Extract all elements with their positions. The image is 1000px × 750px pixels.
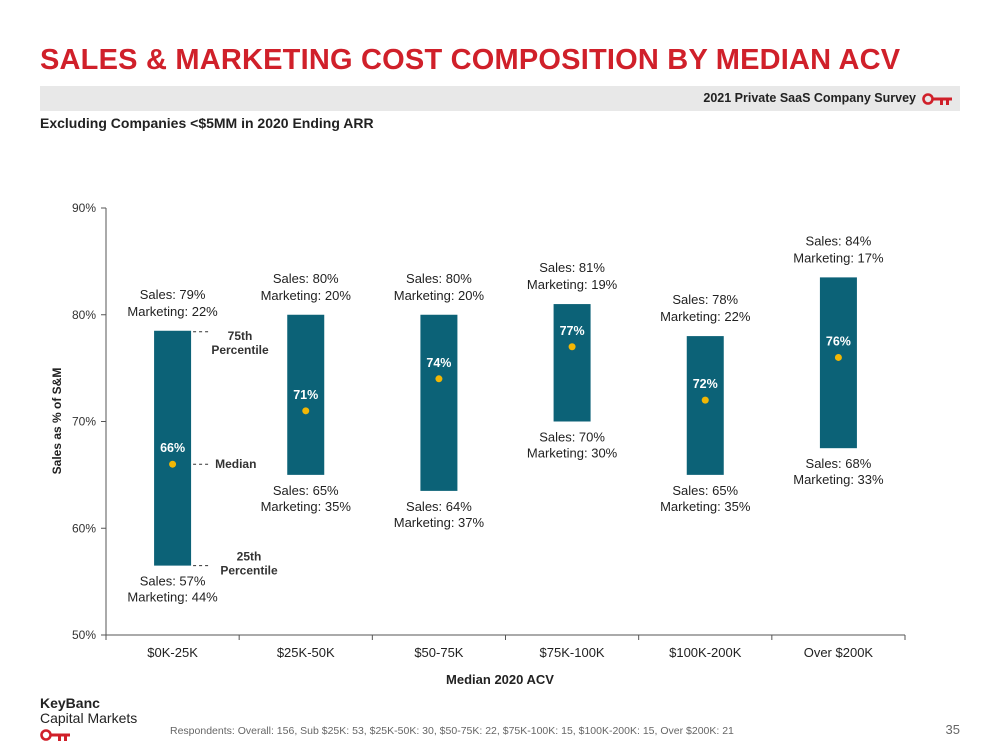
top-label-sales: Sales: 80% <box>273 271 339 286</box>
median-dot <box>302 407 310 415</box>
bottom-label-sales: Sales: 68% <box>806 456 872 471</box>
top-label-marketing: Marketing: 22% <box>127 304 218 319</box>
median-label: 71% <box>293 388 318 402</box>
iqr-bar <box>819 277 857 449</box>
median-label: 77% <box>560 324 585 338</box>
iqr-bar <box>154 330 192 566</box>
median-dot <box>169 460 177 468</box>
median-dot <box>435 375 443 383</box>
keybanc-logo: KeyBanc Capital Markets <box>40 696 137 726</box>
median-dot <box>834 353 842 361</box>
p75-annotation-line2: Percentile <box>211 343 269 357</box>
bottom-label-sales: Sales: 64% <box>406 499 472 514</box>
iqr-bar <box>287 314 325 475</box>
iqr-bar <box>420 314 458 491</box>
survey-label: 2021 Private SaaS Company Survey <box>703 91 916 105</box>
bottom-label-marketing: Marketing: 44% <box>127 590 218 605</box>
bottom-label-marketing: Marketing: 35% <box>660 499 751 514</box>
top-label-marketing: Marketing: 17% <box>793 250 884 265</box>
logo-line2: Capital Markets <box>40 710 138 726</box>
top-label-sales: Sales: 80% <box>406 271 472 286</box>
sales-marketing-chart: 50% 60% 70% 80% 90% Median 2020 ACV Sales as %… <box>50 201 906 687</box>
iqr-bar <box>553 304 591 422</box>
median-label: 66% <box>160 441 185 455</box>
top-label-marketing: Marketing: 22% <box>660 309 751 324</box>
bottom-label-marketing: Marketing: 35% <box>261 499 352 514</box>
top-label-marketing: Marketing: 20% <box>394 288 485 303</box>
page-number: 35 <box>945 722 960 737</box>
page-title: SALES & MARKETING COST COMPOSITION BY ME… <box>40 44 901 76</box>
y-tick-label: 70% <box>72 415 96 429</box>
top-label-sales: Sales: 78% <box>672 292 738 307</box>
x-tick-label: $50-75K <box>414 645 463 660</box>
p25-annotation-line2: Percentile <box>220 564 278 578</box>
x-tick-label: Over $200K <box>804 645 874 660</box>
bottom-label-sales: Sales: 65% <box>273 483 339 498</box>
top-label-sales: Sales: 84% <box>806 233 872 248</box>
logo-key-icon <box>40 729 70 741</box>
x-tick-label: $75K-100K <box>540 645 605 660</box>
median-dot <box>701 396 709 404</box>
bottom-label-marketing: Marketing: 30% <box>527 446 618 461</box>
y-tick-label: 80% <box>72 308 96 322</box>
bottom-label-marketing: Marketing: 33% <box>793 472 884 487</box>
top-label-marketing: Marketing: 20% <box>261 288 352 303</box>
y-axis-title: Sales as % of S&M <box>50 368 64 475</box>
x-tick-label: $100K-200K <box>669 645 742 660</box>
median-label: 74% <box>426 356 451 370</box>
top-label-sales: Sales: 79% <box>140 287 206 302</box>
page-subtitle: Excluding Companies <$5MM in 2020 Ending… <box>40 115 374 131</box>
bottom-label-sales: Sales: 70% <box>539 430 605 445</box>
y-tick-label: 50% <box>72 628 96 642</box>
key-icon <box>922 93 952 105</box>
median-label: 72% <box>693 377 718 391</box>
survey-band <box>40 86 960 111</box>
x-tick-label: $25K-50K <box>277 645 335 660</box>
respondents-footnote: Respondents: Overall: 156, Sub $25K: 53,… <box>170 725 734 737</box>
bottom-label-marketing: Marketing: 37% <box>394 515 485 530</box>
median-dot <box>568 343 576 351</box>
x-tick-label: $0K-25K <box>147 645 198 660</box>
y-tick-label: 90% <box>72 201 96 215</box>
median-label: 76% <box>826 334 851 348</box>
iqr-bar <box>686 336 724 475</box>
p75-annotation-line1: 75th <box>228 329 253 343</box>
top-label-sales: Sales: 81% <box>539 260 605 275</box>
y-tick-label: 60% <box>72 521 96 535</box>
logo-line1: KeyBanc <box>40 695 100 711</box>
bottom-label-sales: Sales: 65% <box>672 483 738 498</box>
p25-annotation-line1: 25th <box>237 550 262 564</box>
top-label-marketing: Marketing: 19% <box>527 277 618 292</box>
x-axis-title: Median 2020 ACV <box>446 672 554 687</box>
median-annotation: Median <box>215 457 256 471</box>
bottom-label-sales: Sales: 57% <box>140 574 206 589</box>
